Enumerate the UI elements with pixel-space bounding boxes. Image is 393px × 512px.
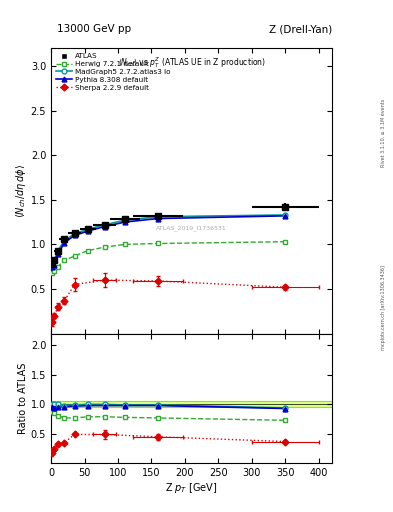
Text: 13000 GeV pp: 13000 GeV pp: [57, 24, 131, 34]
Text: $\langle N_{ch}\rangle$ vs $p_T^Z$ (ATLAS UE in Z production): $\langle N_{ch}\rangle$ vs $p_T^Z$ (ATLA…: [118, 55, 266, 70]
Text: Z (Drell-Yan): Z (Drell-Yan): [269, 24, 332, 34]
Text: mcplots.cern.ch [arXiv:1306.3436]: mcplots.cern.ch [arXiv:1306.3436]: [381, 265, 386, 350]
X-axis label: Z $p_T$ [GeV]: Z $p_T$ [GeV]: [165, 481, 218, 495]
Legend: ATLAS, Herwig 7.2.1 default, MadGraph5 2.7.2.atlas3 lo, Pythia 8.308 default, Sh: ATLAS, Herwig 7.2.1 default, MadGraph5 2…: [55, 52, 172, 92]
Y-axis label: $\langle N_{ch}/d\eta\,d\phi\rangle$: $\langle N_{ch}/d\eta\,d\phi\rangle$: [14, 164, 28, 218]
Text: Rivet 3.1.10, ≥ 3.1M events: Rivet 3.1.10, ≥ 3.1M events: [381, 99, 386, 167]
Y-axis label: Ratio to ATLAS: Ratio to ATLAS: [18, 363, 28, 434]
Text: ATLAS_2019_I1736531: ATLAS_2019_I1736531: [156, 225, 227, 231]
